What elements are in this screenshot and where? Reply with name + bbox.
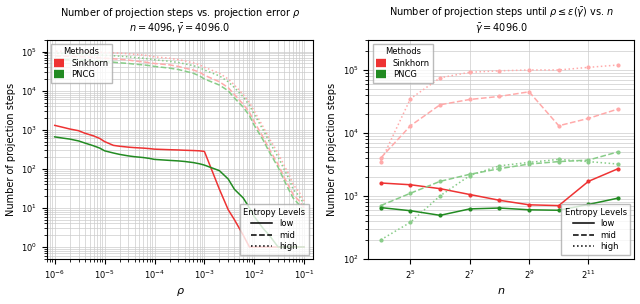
Title: Number of projection steps until $\rho \leq \epsilon(\bar{\gamma})$ vs. $n$
$\ba: Number of projection steps until $\rho \… [389,5,614,36]
X-axis label: $n$: $n$ [497,286,506,296]
Title: Number of projection steps vs. projection error $\rho$
$n = 4096, \bar{\gamma} =: Number of projection steps vs. projectio… [60,5,300,36]
Legend: low, mid, high: low, mid, high [561,204,630,254]
Legend: low, mid, high: low, mid, high [240,204,309,254]
X-axis label: $\rho$: $\rho$ [175,286,184,299]
Y-axis label: Number of projection steps: Number of projection steps [327,83,337,216]
Y-axis label: Number of projection steps: Number of projection steps [6,83,15,216]
